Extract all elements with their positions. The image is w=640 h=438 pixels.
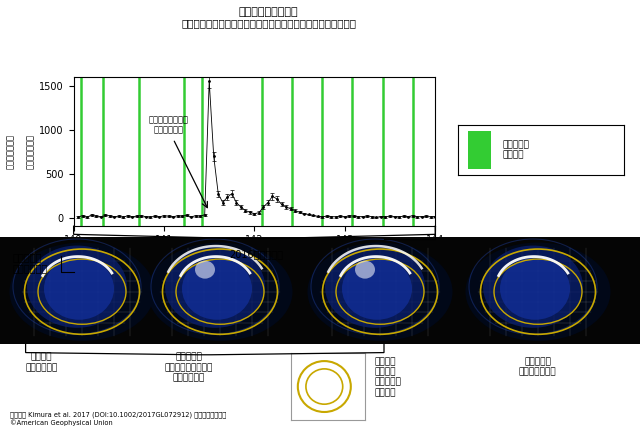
- Text: 静穏時の
中緯度帯
オーロラの
平均位置: 静穏時の 中緯度帯 オーロラの 平均位置: [374, 357, 401, 397]
- Text: ハッブルの
オーロラ画像: ハッブルの オーロラ画像: [13, 252, 48, 274]
- Text: 放射エネルギー: 放射エネルギー: [26, 134, 35, 169]
- Ellipse shape: [195, 261, 215, 279]
- Bar: [468, 131, 491, 169]
- Text: 低緯度帯に
オーロラが拡大: 低緯度帯に オーロラが拡大: [519, 357, 556, 376]
- Text: ジュノーが太陽風
衝撃波を検出: ジュノーが太陽風 衝撃波を検出: [148, 115, 189, 134]
- Text: （ギガワット）: （ギガワット）: [6, 134, 15, 169]
- Ellipse shape: [483, 246, 583, 328]
- Ellipse shape: [182, 258, 252, 320]
- Text: オーロラの放射エネルギー（普段の放射エネルギーとの差分）: オーロラの放射エネルギー（普段の放射エネルギーとの差分）: [181, 18, 356, 28]
- Text: 静穏時の
オーロラ形状: 静穏時の オーロラ形状: [26, 353, 58, 372]
- Ellipse shape: [465, 243, 611, 341]
- Ellipse shape: [500, 258, 570, 320]
- Ellipse shape: [165, 246, 265, 328]
- Text: 発表論文 Kimura et al. 2017 (DOI:10.1002/2017GL072912) の図３を再編集．
©American Geophysica: 発表論文 Kimura et al. 2017 (DOI:10.1002/201…: [10, 412, 226, 426]
- Ellipse shape: [147, 243, 292, 341]
- Text: 2016年の通算日: 2016年の通算日: [229, 249, 283, 259]
- Ellipse shape: [342, 258, 412, 320]
- Text: ハッブルの
撮像時刻: ハッブルの 撮像時刻: [502, 140, 529, 160]
- Ellipse shape: [10, 243, 154, 341]
- Ellipse shape: [355, 261, 375, 279]
- Ellipse shape: [307, 243, 452, 341]
- Ellipse shape: [44, 258, 114, 320]
- Ellipse shape: [27, 246, 127, 328]
- Text: 中緯度帯に
明るいオーロラ構造
が出現・拡大: 中緯度帯に 明るいオーロラ構造 が出現・拡大: [164, 353, 213, 382]
- Text: ひさきで観測された: ひさきで観測された: [239, 7, 299, 17]
- FancyBboxPatch shape: [0, 236, 640, 345]
- Ellipse shape: [325, 246, 425, 328]
